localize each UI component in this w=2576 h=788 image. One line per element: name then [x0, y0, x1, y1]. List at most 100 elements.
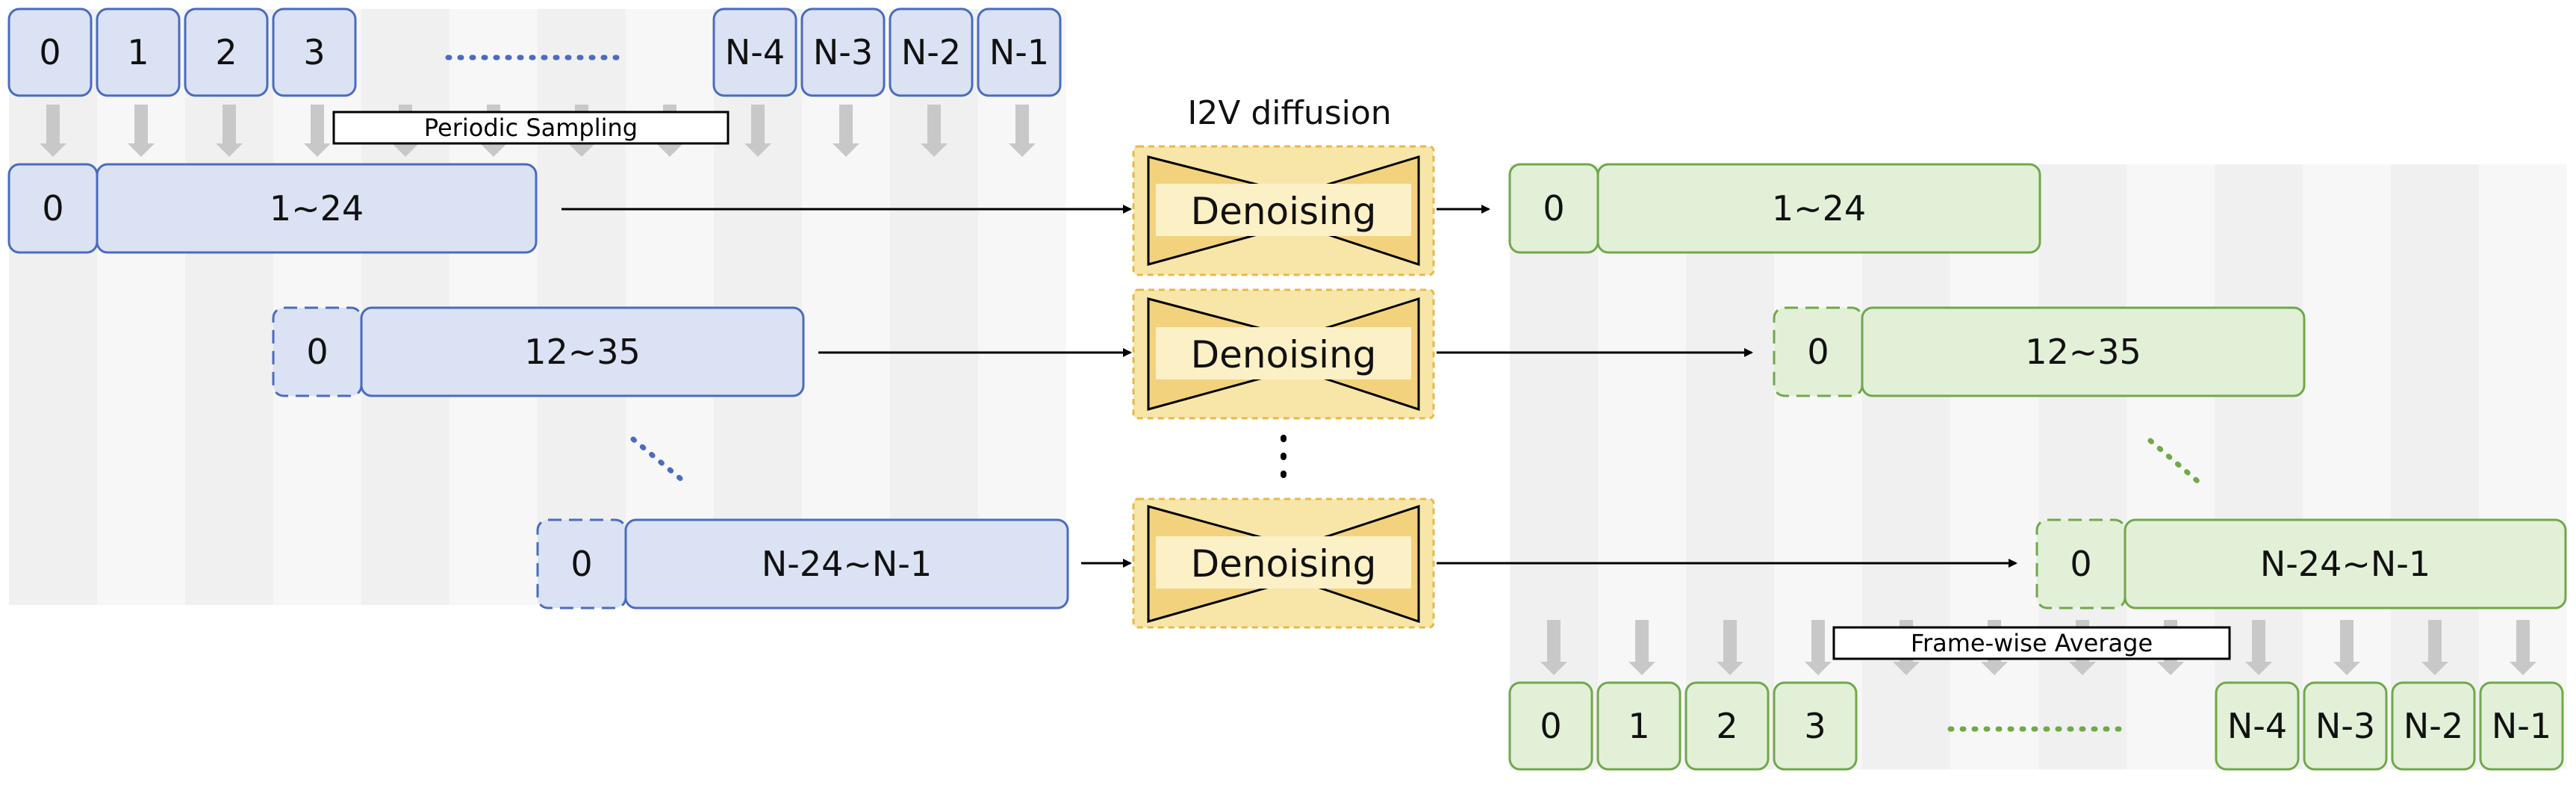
gray-down-arrow [304, 105, 331, 157]
frame-band [97, 9, 185, 605]
frame-band [2038, 164, 2127, 769]
ellipsis-dots [2147, 438, 2206, 488]
frame-band [2391, 164, 2479, 769]
denoising-block-1: Denoising [1132, 145, 1435, 276]
input-frame: N-3 [800, 7, 886, 97]
output-frame-label: 3 [1804, 706, 1826, 746]
output-frame: 3 [1773, 681, 1858, 771]
clip-first-frame-label: 0 [570, 544, 592, 584]
clip-first-frame-label: 0 [42, 188, 63, 229]
clip-range-label: 1~24 [270, 188, 364, 229]
gray-down-arrow [1805, 620, 1832, 675]
input-frame-label: N-1 [989, 32, 1049, 72]
input-frame-row: 0 1 2 3 N-4 N-3 N-2 N-1 [7, 7, 1062, 97]
gray-down-arrow [128, 105, 155, 157]
input-frame: 2 [184, 7, 269, 97]
input-frame: N-1 [977, 7, 1062, 97]
denoising-block-2: Denoising [1132, 288, 1435, 420]
denoising-label: Denoising [1191, 542, 1377, 586]
clip-first-frame-label: 0 [1543, 188, 1564, 229]
frame-band [185, 9, 273, 605]
frame-band [1686, 164, 1774, 769]
input-frame-label: 0 [39, 32, 60, 72]
frame-band [1862, 164, 1950, 769]
input-frame: 3 [272, 7, 357, 97]
gray-down-arrow [921, 105, 948, 157]
frame-band [2303, 164, 2391, 769]
clip-range-label: N-24~N-1 [762, 544, 932, 584]
gray-down-arrow [1717, 620, 1743, 675]
input-frame-label: N-3 [813, 32, 873, 72]
clip-range-label: N-24~N-1 [2260, 544, 2430, 584]
right-frame-bands [1510, 164, 2567, 769]
input-frame: 1 [96, 7, 181, 97]
denoising-label: Denoising [1191, 190, 1377, 233]
gray-down-arrow [1540, 620, 1567, 675]
gray-down-arrow [2510, 620, 2536, 675]
input-frame-label: N-4 [725, 32, 785, 72]
denoising-label: Denoising [1191, 333, 1377, 376]
output-frame: 2 [1684, 681, 1770, 771]
output-frame: N-4 [2215, 681, 2300, 771]
clip-first-frame-label: 0 [306, 332, 328, 372]
gray-down-arrow [1628, 620, 1655, 675]
gray-down-arrow [833, 105, 859, 157]
output-frame-label: 1 [1628, 706, 1649, 746]
output-clip-3: 0 N-24~N-1 [2035, 518, 2567, 609]
frame-band [802, 9, 890, 605]
clip-range-label: 12~35 [2025, 332, 2141, 372]
frame-wise-average-text: Frame-wise Average [1911, 629, 2153, 657]
input-frame-label: 3 [303, 32, 325, 72]
frame-band [890, 9, 978, 605]
gray-down-arrow [1009, 105, 1036, 157]
frame-band [2127, 164, 2215, 769]
output-frame: N-1 [2479, 681, 2564, 771]
gray-down-arrow [2421, 620, 2448, 675]
denoising-block-3: Denoising [1132, 497, 1435, 629]
input-clip-3: 0 N-24~N-1 [536, 518, 1069, 609]
output-frame-row: 0 1 2 3 N-4 N-3 N-2 N-1 [1508, 681, 2564, 771]
output-frame-label: 0 [1540, 706, 1561, 746]
i2v-diffusion-title: I2V diffusion [1187, 94, 1391, 132]
input-clip-2: 0 12~35 [272, 306, 805, 397]
periodic-sampling-label: Periodic Sampling [332, 111, 729, 145]
gray-down-arrow [216, 105, 243, 157]
output-frame: 1 [1596, 681, 1681, 771]
gray-down-arrow [2333, 620, 2360, 675]
clip-first-frame-label: 0 [1807, 332, 1829, 372]
periodic-sampling-text: Periodic Sampling [424, 114, 638, 142]
frame-band [2479, 164, 2567, 769]
ellipsis-dots [630, 436, 690, 487]
clip-range-label: 12~35 [524, 332, 641, 372]
frame-band [1950, 164, 2038, 769]
frame-wise-average-label: Frame-wise Average [1832, 626, 2231, 660]
frame-band [2215, 164, 2303, 769]
output-frame: N-2 [2391, 681, 2476, 771]
frame-band [1598, 164, 1686, 769]
output-frame-label: N-2 [2404, 706, 2463, 746]
frame-band [1510, 164, 1598, 769]
output-clip-1: 0 1~24 [1508, 163, 2041, 254]
gray-down-arrow [2245, 620, 2272, 675]
clip-first-frame-label: 0 [2070, 544, 2091, 584]
output-frame-label: N-3 [2315, 706, 2375, 746]
gray-down-arrow [744, 105, 771, 157]
output-frame-label: 2 [1716, 706, 1737, 746]
frame-band [978, 9, 1066, 605]
frame-band [1774, 164, 1862, 769]
input-frame: 0 [7, 7, 93, 97]
output-frame-label: N-4 [2227, 706, 2287, 746]
output-frame: 0 [1508, 681, 1593, 771]
input-frame-label: 1 [127, 32, 149, 72]
frame-band [9, 9, 97, 605]
output-frame-label: N-1 [2492, 706, 2551, 746]
output-frame: N-3 [2303, 681, 2388, 771]
input-frame: N-4 [712, 7, 797, 97]
input-frame: N-2 [889, 7, 974, 97]
input-frame-label: N-2 [901, 32, 961, 72]
input-clip-1: 0 1~24 [7, 163, 538, 254]
input-frame-label: 2 [215, 32, 237, 72]
gray-down-arrow [40, 105, 66, 157]
